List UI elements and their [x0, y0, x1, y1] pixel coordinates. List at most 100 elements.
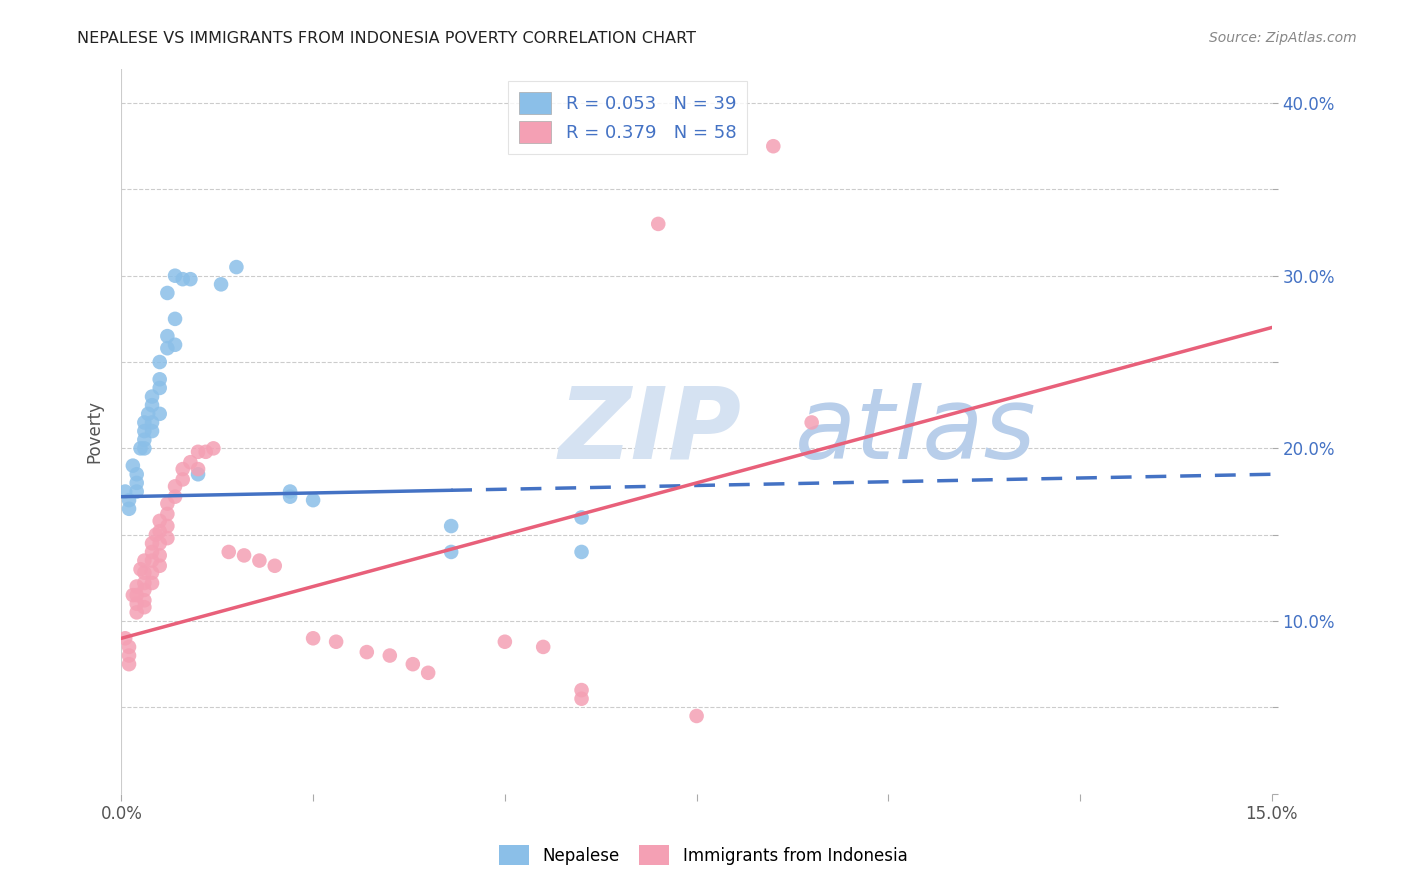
- Point: [149, 514, 172, 528]
- Point: [121, 458, 143, 473]
- Point: [121, 588, 143, 602]
- Point: [136, 407, 159, 421]
- Point: [134, 566, 156, 580]
- Point: [114, 632, 136, 646]
- Point: [156, 285, 179, 300]
- Point: [134, 582, 156, 597]
- Point: [278, 484, 301, 499]
- Point: [125, 606, 148, 620]
- Point: [129, 562, 152, 576]
- Point: [149, 381, 172, 395]
- Point: [418, 665, 440, 680]
- Point: [218, 545, 240, 559]
- Point: [149, 524, 172, 539]
- Point: [125, 467, 148, 482]
- Legend: Nepalese, Immigrants from Indonesia: Nepalese, Immigrants from Indonesia: [491, 837, 915, 873]
- Point: [800, 416, 823, 430]
- Point: [118, 493, 141, 508]
- Point: [571, 545, 593, 559]
- Point: [325, 634, 347, 648]
- Point: [156, 531, 179, 545]
- Point: [571, 683, 593, 698]
- Point: [187, 445, 209, 459]
- Point: [134, 576, 156, 591]
- Point: [249, 553, 271, 567]
- Point: [356, 645, 378, 659]
- Point: [233, 549, 256, 563]
- Point: [156, 497, 179, 511]
- Point: [141, 416, 163, 430]
- Text: NEPALESE VS IMMIGRANTS FROM INDONESIA POVERTY CORRELATION CHART: NEPALESE VS IMMIGRANTS FROM INDONESIA PO…: [77, 31, 696, 46]
- Point: [118, 640, 141, 654]
- Point: [571, 510, 593, 524]
- Point: [156, 341, 179, 355]
- Point: [141, 424, 163, 438]
- Point: [149, 372, 172, 386]
- Point: [125, 484, 148, 499]
- Legend: R = 0.053   N = 39, R = 0.379   N = 58: R = 0.053 N = 39, R = 0.379 N = 58: [508, 81, 747, 154]
- Point: [172, 472, 194, 486]
- Point: [531, 640, 554, 654]
- Point: [156, 329, 179, 343]
- Point: [202, 442, 225, 456]
- Point: [225, 260, 247, 274]
- Point: [163, 268, 186, 283]
- Point: [194, 445, 217, 459]
- Point: [118, 648, 141, 663]
- Point: [149, 407, 172, 421]
- Point: [134, 416, 156, 430]
- Point: [134, 424, 156, 438]
- Point: [149, 536, 172, 550]
- Point: [141, 566, 163, 580]
- Point: [141, 536, 163, 550]
- Point: [263, 558, 285, 573]
- Point: [125, 579, 148, 593]
- Text: Source: ZipAtlas.com: Source: ZipAtlas.com: [1209, 31, 1357, 45]
- Point: [378, 648, 401, 663]
- Point: [114, 484, 136, 499]
- Point: [134, 600, 156, 615]
- Point: [209, 277, 232, 292]
- Text: atlas: atlas: [794, 383, 1036, 480]
- Point: [187, 467, 209, 482]
- Point: [149, 558, 172, 573]
- Point: [134, 593, 156, 607]
- Point: [118, 501, 141, 516]
- Point: [118, 657, 141, 672]
- Point: [134, 553, 156, 567]
- Point: [141, 576, 163, 591]
- Point: [402, 657, 425, 672]
- Y-axis label: Poverty: Poverty: [86, 400, 103, 463]
- Point: [163, 338, 186, 352]
- Point: [440, 519, 463, 533]
- Point: [494, 634, 516, 648]
- Point: [278, 490, 301, 504]
- Point: [156, 519, 179, 533]
- Point: [172, 462, 194, 476]
- Point: [141, 390, 163, 404]
- Point: [302, 493, 325, 508]
- Point: [179, 272, 201, 286]
- Point: [145, 527, 167, 541]
- Point: [440, 545, 463, 559]
- Point: [141, 545, 163, 559]
- Point: [141, 553, 163, 567]
- Point: [179, 455, 201, 469]
- Point: [134, 433, 156, 447]
- Point: [163, 311, 186, 326]
- Point: [762, 139, 785, 153]
- Point: [125, 475, 148, 490]
- Point: [129, 442, 152, 456]
- Point: [172, 272, 194, 286]
- Point: [125, 597, 148, 611]
- Point: [141, 398, 163, 412]
- Point: [571, 691, 593, 706]
- Point: [156, 507, 179, 521]
- Point: [685, 709, 707, 723]
- Point: [163, 479, 186, 493]
- Point: [149, 355, 172, 369]
- Point: [163, 490, 186, 504]
- Point: [302, 632, 325, 646]
- Point: [125, 588, 148, 602]
- Text: ZIP: ZIP: [558, 383, 741, 480]
